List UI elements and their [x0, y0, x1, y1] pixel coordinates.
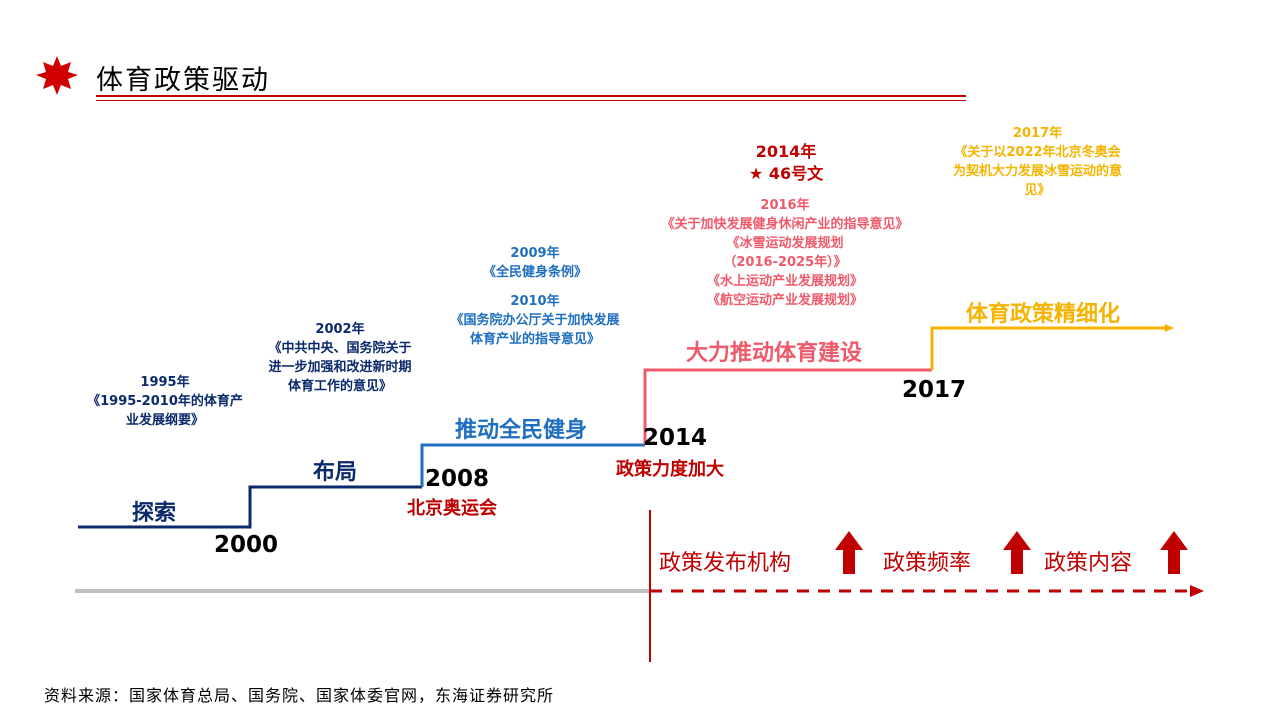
- event-policy-intensified: 政策力度加大: [616, 459, 724, 480]
- year-2008: 2008: [425, 466, 490, 492]
- year-2017: 2017: [902, 377, 967, 403]
- policy-1995: 1995年 《1995-2010年的体育产 业发展纲要》: [87, 375, 243, 428]
- change-content: 政策内容: [1044, 551, 1133, 576]
- page-title: 体育政策驱动: [96, 65, 270, 96]
- step-line-1: [78, 485, 422, 529]
- year-2000: 2000: [214, 532, 279, 558]
- year-2014: 2014: [643, 425, 708, 451]
- dashed-axis-arrowhead: [1190, 585, 1204, 597]
- stage-label-vigorous-build: 大力推动体育建设: [686, 341, 863, 366]
- stage-label-explore: 探索: [132, 501, 177, 526]
- event-beijing-olympics: 北京奥运会: [407, 498, 497, 519]
- policy-2009-2010: 2009年 《全民健身条例》 2010年 《国务院办公厅关于加快发展 体育产业的指导意见…: [450, 246, 620, 347]
- star-logo-icon: [36, 56, 78, 95]
- change-issuing-body: 政策发布机构: [659, 551, 792, 576]
- change-frequency: 政策频率: [883, 551, 972, 576]
- title-underline: [96, 95, 966, 97]
- up-arrow-icon: [1003, 531, 1031, 574]
- step-arrowhead: [1165, 324, 1174, 332]
- policy-2016: 2016年 《关于加快发展健身休闲产业的指导意见》 《冰雪运动发展规划 （2016-2…: [661, 198, 909, 308]
- policy-2017: 2017年 《关于以2022年北京冬奥会 为契机大力发展冰雪运动的意 见》: [952, 126, 1122, 198]
- highlight-doc-46: 2014年 ★ 46号文: [748, 142, 824, 183]
- step-line-4: [930, 326, 1165, 370]
- stage-label-national-fitness: 推动全民健身: [455, 418, 588, 443]
- up-arrow-icon: [835, 531, 863, 574]
- policy-2002: 2002年 《中共中央、国务院关于 进一步加强和改进新时期 体育工作的意见》: [268, 322, 412, 394]
- up-arrow-icon: [1160, 531, 1188, 574]
- stage-label-layout: 布局: [313, 460, 358, 485]
- title-underline-thin: [96, 100, 966, 101]
- stage-label-refinement: 体育政策精细化: [966, 302, 1121, 327]
- source-note: 资料来源：国家体育总局、国务院、国家体委官网，东海证券研究所: [44, 686, 555, 705]
- step-line-2: [420, 443, 645, 487]
- step-line-3: [643, 368, 932, 445]
